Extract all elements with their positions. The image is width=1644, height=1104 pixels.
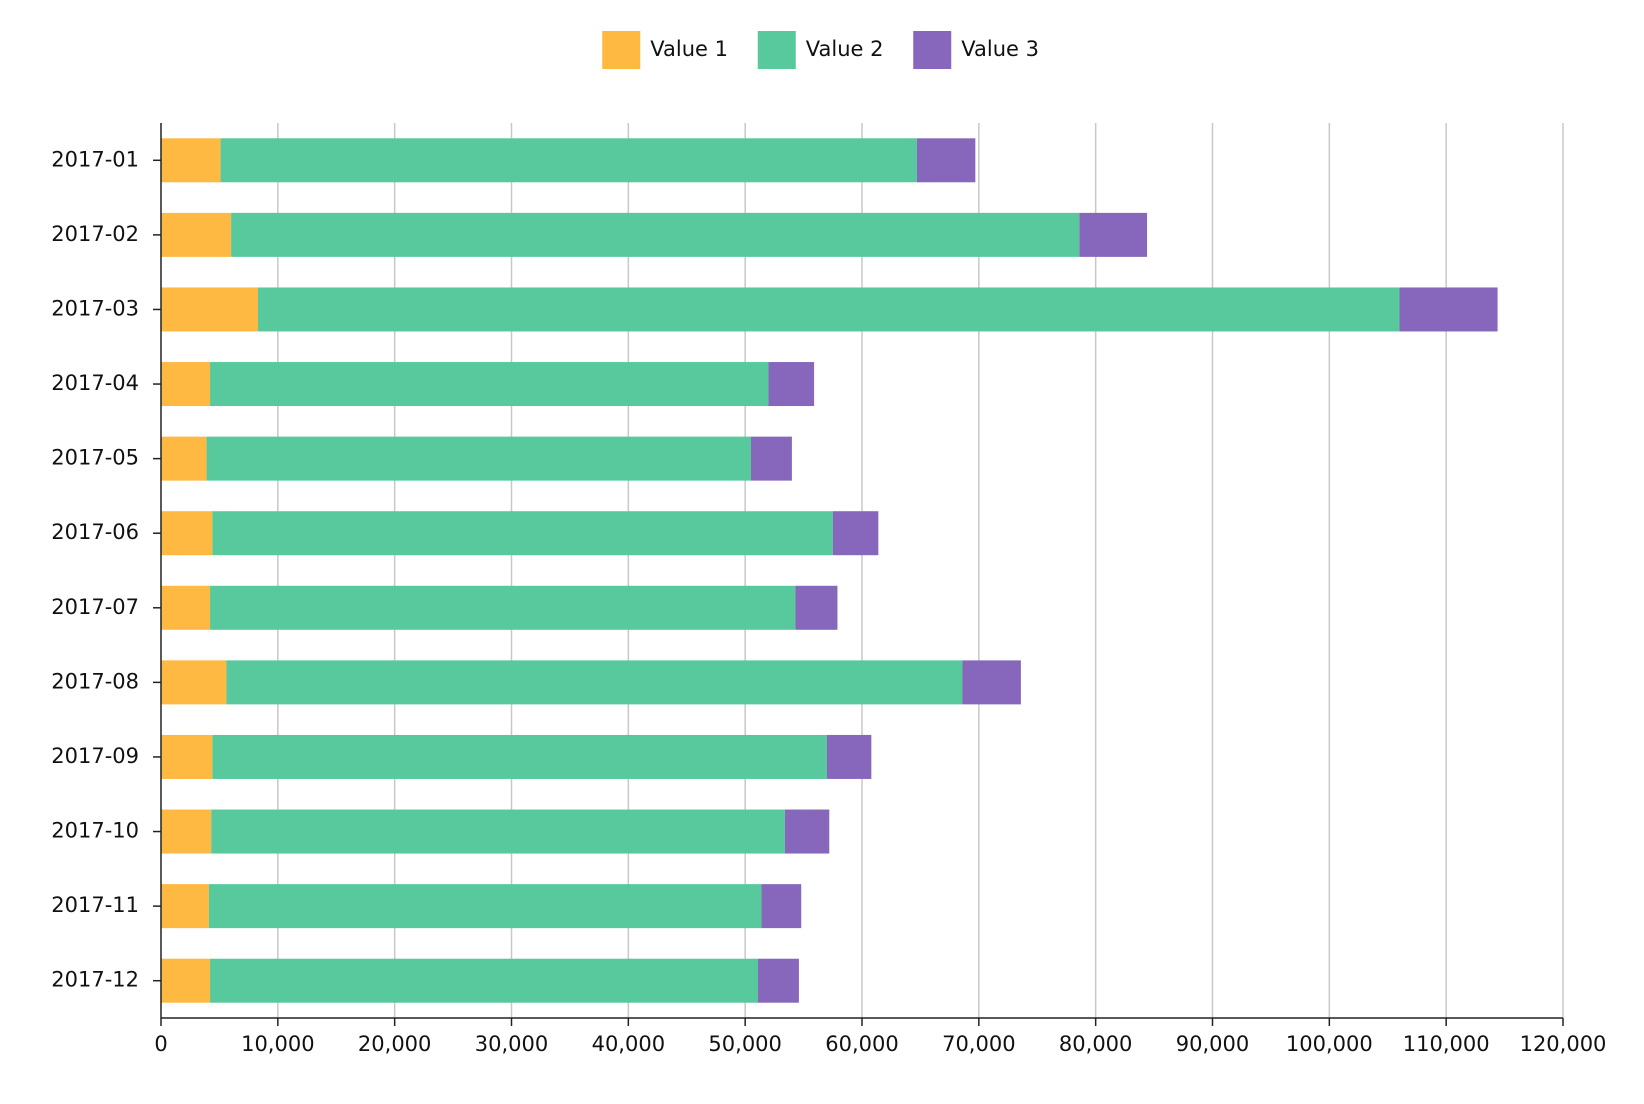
category-label: 2017-04 bbox=[51, 371, 139, 395]
bar-segment bbox=[210, 958, 759, 1003]
category-label: 2017-02 bbox=[51, 222, 139, 246]
bar-segment bbox=[161, 734, 213, 779]
legend-swatch bbox=[757, 31, 796, 69]
x-tick-label: 80,000 bbox=[1059, 1032, 1132, 1056]
category-label: 2017-01 bbox=[51, 147, 139, 171]
bar-segment bbox=[1399, 287, 1498, 332]
category-label: 2017-05 bbox=[51, 446, 139, 470]
bar-segment bbox=[226, 660, 963, 705]
x-axis-ticks: 0 10,000 20,000 30,000 40,000 50,000 60,000 70,… bbox=[154, 1018, 1606, 1056]
y-axis-categories: 2017-01 2017-02 2017-03 2017-04 2017-05 2017-… bbox=[51, 147, 139, 991]
bar-segment bbox=[161, 436, 207, 481]
x-tick-label: 50,000 bbox=[708, 1032, 781, 1056]
bar-segment bbox=[257, 287, 1400, 332]
bar-segment bbox=[962, 660, 1021, 705]
bar-segment bbox=[768, 362, 815, 407]
bar-segment bbox=[208, 884, 762, 929]
bar-segment bbox=[795, 585, 838, 630]
bar-segment bbox=[161, 362, 211, 407]
legend: Value 1 Value 2 Value 3 bbox=[602, 31, 1039, 69]
bar-segment bbox=[206, 436, 752, 481]
x-tick-label: 60,000 bbox=[825, 1032, 898, 1056]
bar-segment bbox=[220, 138, 917, 183]
x-tick-label: 10,000 bbox=[241, 1032, 314, 1056]
legend-label: Value 2 bbox=[806, 37, 884, 61]
bar-segment bbox=[161, 511, 213, 556]
bar-segment bbox=[161, 585, 211, 630]
x-tick-label: 30,000 bbox=[475, 1032, 548, 1056]
bar-segment bbox=[210, 585, 796, 630]
bar-segment bbox=[161, 660, 227, 705]
category-label: 2017-09 bbox=[51, 744, 139, 768]
category-label: 2017-10 bbox=[51, 819, 139, 843]
category-label: 2017-07 bbox=[51, 595, 139, 619]
legend-label: Value 1 bbox=[650, 37, 728, 61]
bar-segment bbox=[161, 287, 258, 332]
bar-segment bbox=[212, 511, 833, 556]
bar-segment bbox=[826, 734, 872, 779]
bar-segment bbox=[211, 809, 785, 854]
x-tick-label: 20,000 bbox=[358, 1032, 431, 1056]
x-tick-label: 40,000 bbox=[592, 1032, 665, 1056]
x-tick-label: 100,000 bbox=[1286, 1032, 1373, 1056]
category-label: 2017-11 bbox=[51, 893, 139, 917]
bar-segment bbox=[751, 436, 792, 481]
legend-swatch bbox=[913, 31, 952, 69]
category-label: 2017-12 bbox=[51, 968, 139, 992]
legend-swatch bbox=[602, 31, 641, 69]
x-tick-label: 0 bbox=[154, 1032, 167, 1056]
bar-segment bbox=[832, 511, 879, 556]
x-tick-label: 110,000 bbox=[1403, 1032, 1490, 1056]
category-label: 2017-03 bbox=[51, 296, 139, 320]
bar-segment bbox=[210, 362, 769, 407]
axes bbox=[153, 123, 1563, 1019]
legend-label: Value 3 bbox=[961, 37, 1039, 61]
bar-segment bbox=[161, 958, 211, 1003]
x-tick-label: 120,000 bbox=[1520, 1032, 1607, 1056]
bar-segment bbox=[758, 958, 799, 1003]
bar-segment bbox=[161, 138, 221, 183]
bars bbox=[161, 138, 1498, 1003]
bar-segment bbox=[161, 212, 232, 257]
bar-segment bbox=[761, 884, 802, 929]
category-label: 2017-08 bbox=[51, 669, 139, 693]
gridlines bbox=[277, 123, 1564, 1018]
bar-segment bbox=[1079, 212, 1148, 257]
bar-segment bbox=[212, 734, 827, 779]
bar-segment bbox=[161, 809, 212, 854]
bar-segment bbox=[916, 138, 976, 183]
category-label: 2017-06 bbox=[51, 520, 139, 544]
bar-segment bbox=[231, 212, 1080, 257]
bar-segment bbox=[784, 809, 830, 854]
x-tick-label: 70,000 bbox=[942, 1032, 1015, 1056]
bar-segment bbox=[161, 884, 209, 929]
x-tick-label: 90,000 bbox=[1176, 1032, 1249, 1056]
